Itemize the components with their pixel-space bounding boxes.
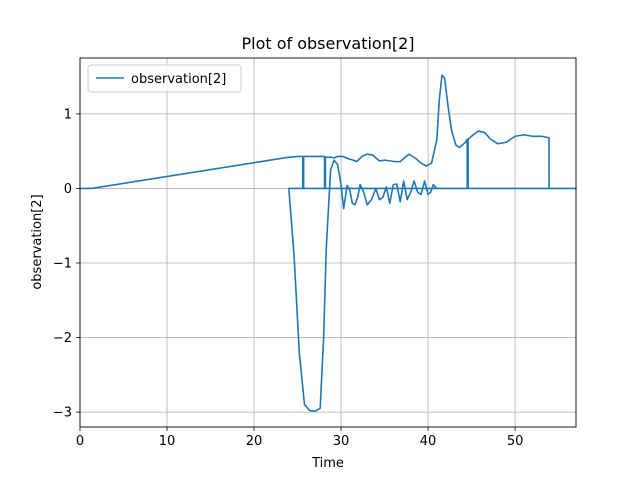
series-line-observation-2 [80, 74, 577, 413]
y-tick-label: −2 [53, 331, 72, 346]
x-tick-label: 40 [420, 434, 437, 449]
x-tick-label: 10 [159, 434, 176, 449]
y-axis-label: observation[2] [30, 194, 45, 289]
y-tick-label: −1 [53, 257, 72, 272]
y-tick-label: −3 [53, 406, 72, 421]
x-tick-label: 0 [76, 434, 84, 449]
x-axis-label: Time [311, 456, 344, 471]
x-tick-label: 50 [507, 434, 524, 449]
y-axis-ticks: −3 −2 −1 0 1 [53, 107, 80, 421]
x-tick-label: 20 [246, 434, 263, 449]
legend: observation[2] [87, 64, 242, 93]
chart-title: Plot of observation[2] [241, 34, 414, 53]
legend-label: observation[2] [131, 72, 226, 87]
y-tick-label: 1 [64, 107, 72, 122]
x-axis-ticks: 0 10 20 30 40 50 [76, 427, 524, 449]
legend-box [87, 64, 242, 93]
y-tick-label: 0 [64, 182, 72, 197]
axes-frame [79, 57, 577, 428]
x-tick-label: 30 [333, 434, 350, 449]
